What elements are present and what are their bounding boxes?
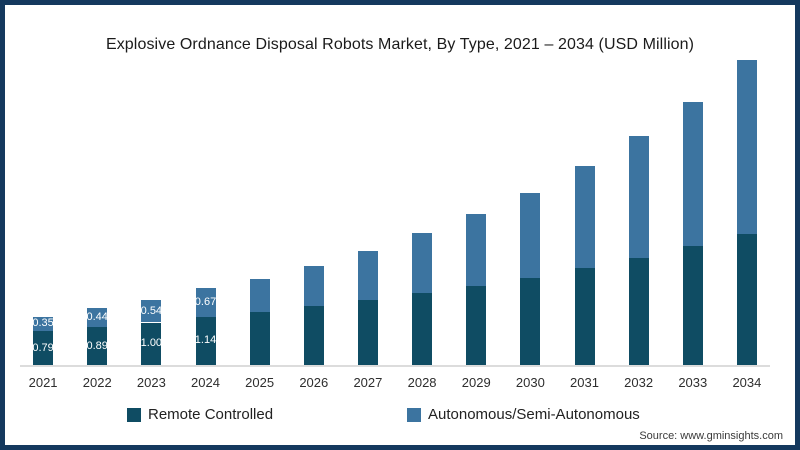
- x-axis-label-2031: 2031: [570, 375, 599, 390]
- x-axis-label-2025: 2025: [245, 375, 275, 390]
- legend-swatch-remote-controlled: [127, 407, 141, 422]
- legend-item-remote-controlled: Remote Controlled: [127, 406, 273, 423]
- bar-segment-remote-controlled-2032: [628, 257, 649, 365]
- legend-label-autonomous: Autonomous/Semi-Autonomous: [428, 406, 640, 423]
- x-axis-label-2022: 2022: [82, 375, 112, 390]
- bar-value-label: 0.44: [86, 311, 108, 324]
- legend-item-autonomous: Autonomous/Semi-Autonomous: [407, 406, 640, 423]
- bar-segment-remote-controlled-2021: 0.79: [32, 331, 54, 365]
- x-axis-label-2026: 2026: [299, 375, 329, 390]
- x-axis-label-2024: 2024: [191, 375, 220, 390]
- bar-value-label: 0.54: [140, 304, 163, 317]
- bar-segment-remote-controlled-2026: [303, 305, 324, 365]
- bar-segment-remote-controlled-2033: [682, 246, 703, 365]
- x-axis-label-2027: 2027: [353, 375, 383, 390]
- bar-segment-remote-controlled-2027: [357, 299, 378, 365]
- bar-segment-autonomous-2027: [357, 251, 378, 300]
- legend-label-remote-controlled: Remote Controlled: [148, 406, 274, 423]
- bar-segment-remote-controlled-2029: [466, 285, 487, 365]
- bar-segment-remote-controlled-2024: 1.14: [194, 316, 217, 365]
- bar-segment-autonomous-2023: 0.54: [140, 299, 163, 323]
- bar-segment-autonomous-2032: [628, 135, 649, 258]
- bar-segment-remote-controlled-2022: 0.89: [86, 327, 108, 365]
- x-axis-label-2033: 2033: [678, 375, 708, 390]
- source-attribution: Source: www.gminsights.com: [639, 430, 783, 442]
- bar-segment-remote-controlled-2031: [574, 268, 595, 365]
- bar-segment-autonomous-2022: 0.44: [86, 308, 108, 328]
- bar-value-label: 1.00: [140, 337, 163, 350]
- legend: Remote Controlled Autonomous/Semi-Autono…: [5, 406, 795, 426]
- bar-segment-autonomous-2029: [466, 213, 487, 286]
- plot-area: 0.79 0.35 2021 0.89 0.44 2022 1.00 0.54 2023 1.14…: [16, 5, 774, 390]
- x-axis-label-2021: 2021: [28, 375, 58, 390]
- chart-title: Explosive Ordnance Disposal Robots Marke…: [105, 36, 695, 53]
- bar-segment-remote-controlled-2025: [249, 311, 270, 365]
- bar-segment-remote-controlled-2034: [736, 234, 757, 365]
- bar-segment-autonomous-2024: 0.67: [194, 288, 217, 317]
- bar-value-label: 0.35: [32, 317, 54, 330]
- legend-swatch-autonomous: [407, 407, 421, 422]
- bar-segment-remote-controlled-2023: 1.00: [140, 322, 163, 365]
- bar-segment-autonomous-2026: [303, 265, 324, 306]
- x-axis-label-2029: 2029: [461, 375, 491, 390]
- bar-segment-autonomous-2030: [520, 192, 541, 278]
- bar-segment-autonomous-2031: [574, 166, 595, 269]
- bar-segment-autonomous-2034: [736, 59, 757, 235]
- bar-segment-autonomous-2033: [682, 101, 703, 246]
- bar-segment-remote-controlled-2030: [520, 277, 541, 365]
- bar-segment-autonomous-2028: [412, 233, 433, 293]
- x-axis-label-2030: 2030: [515, 375, 545, 390]
- bar-value-label: 0.79: [32, 341, 54, 354]
- bar-segment-autonomous-2025: [249, 278, 270, 312]
- x-axis-line: [20, 365, 770, 367]
- x-axis-label-2032: 2032: [624, 375, 654, 390]
- bar-value-label: 0.89: [86, 339, 108, 352]
- bar-value-label: 0.67: [194, 295, 217, 308]
- bar-segment-autonomous-2021: 0.35: [32, 316, 54, 332]
- x-axis-label-2034: 2034: [732, 375, 762, 390]
- x-axis-label-2028: 2028: [407, 375, 437, 390]
- bar-value-label: 1.14: [194, 334, 217, 347]
- x-axis-label-2023: 2023: [136, 375, 166, 390]
- bar-segment-remote-controlled-2028: [412, 292, 433, 365]
